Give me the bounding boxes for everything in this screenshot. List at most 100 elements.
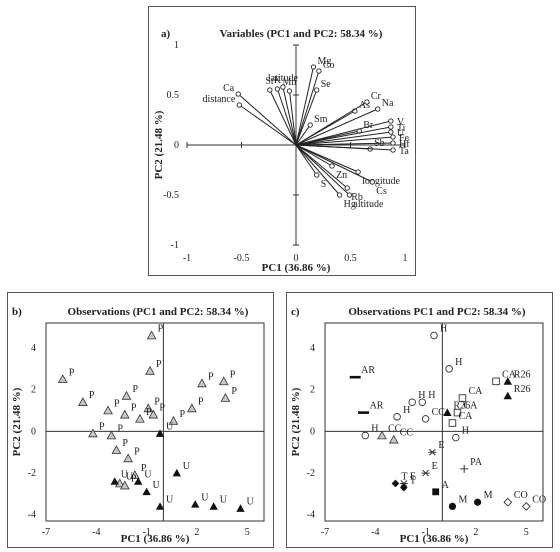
marker-diamond-open [521, 501, 531, 511]
marker-triangle-open [111, 445, 122, 454]
marker-triangle-filled [172, 468, 181, 477]
marker-triangle-open [146, 330, 157, 340]
marker-triangle-open [218, 376, 229, 386]
vector-label: Ti [397, 123, 406, 134]
point-label: R26 [453, 401, 470, 412]
point-label: CO [514, 490, 528, 501]
point-label: U [144, 469, 152, 480]
point-label: P [208, 371, 214, 382]
point-label: T [401, 471, 407, 482]
vector-label: Zn [336, 170, 347, 181]
point-label: U [247, 496, 255, 507]
marker-triangle-open [119, 480, 130, 490]
marker-triangle-filled [155, 429, 165, 437]
point-label: P [141, 463, 147, 474]
chart-title: Observations (PC1 and PC2: 58.34 %) [68, 306, 249, 318]
panel-label: a) [161, 28, 171, 40]
vector-Cs [295, 144, 373, 183]
marker-diamond-filled [400, 483, 408, 492]
y-tick-label: 4 [310, 343, 315, 354]
vector-label: Ca [223, 83, 235, 94]
marker-circle-open [421, 415, 430, 423]
vector-Hg [295, 144, 340, 196]
marker-circle-open [452, 433, 460, 442]
chart-title: Variables (PC1 and PC2: 58.34 %) [220, 28, 383, 40]
marker-circle-filled [474, 498, 482, 506]
vector-label: Sr [265, 76, 275, 87]
point-label: R26 [514, 384, 531, 395]
point-label: P [179, 409, 185, 420]
y-tick-label: -4 [307, 510, 315, 521]
vector-label: longitude [362, 176, 400, 187]
vector-label: Cs [376, 186, 387, 197]
point-label: H [403, 405, 410, 416]
y-tick-label: 4 [31, 343, 36, 354]
point-label: P [158, 324, 164, 335]
x-tick-label: 5 [524, 527, 529, 538]
vector-Cr [295, 101, 368, 146]
vector-tip [280, 84, 286, 90]
vector-label: Mn [283, 77, 297, 88]
x-tick-label: 0 [294, 253, 299, 264]
vector-label: distance [203, 94, 236, 105]
vector-tip [314, 172, 320, 178]
vector-label: As [359, 100, 370, 111]
marker-triangle-open [377, 430, 387, 440]
point-label: P [99, 421, 105, 432]
marker-triangle-filled [110, 477, 119, 485]
vector-tip [346, 192, 353, 198]
marker-triangle-open [78, 397, 88, 406]
marker-circle-open [408, 398, 416, 406]
vector-Hf [295, 142, 394, 146]
marker-triangle-filled [236, 504, 245, 512]
vector-distance [239, 104, 297, 146]
marker-asterisk [421, 469, 430, 477]
panel-c: c) Observations PC1 and PC2: 58.34 %) PC1 … [286, 292, 553, 548]
point-label: P [198, 396, 204, 407]
marker-circle-open [393, 413, 401, 421]
x-tick-label: 5 [245, 527, 250, 538]
observations-plot-c: c) Observations PC1 and PC2: 58.34 %) PC1 … [290, 306, 546, 545]
point-label: E [410, 471, 416, 482]
point-label: H [462, 426, 469, 437]
point-label: CO [532, 494, 546, 505]
vector-label: Cr [371, 91, 382, 102]
marker-square-filled [432, 488, 440, 496]
vector-tip [344, 185, 350, 191]
vector-label: V [397, 117, 405, 128]
point-label: U [121, 469, 129, 480]
y-tick-label: 1 [174, 40, 179, 51]
plot-frame [45, 322, 265, 522]
marker-plus [460, 464, 469, 473]
vector-latitude [282, 86, 297, 146]
vector-tip [316, 68, 322, 74]
point-label: P [122, 438, 128, 449]
vector-K [276, 88, 297, 146]
panel-b: b) Observations (PC1 and PC2: 58.34 %) PC1… [7, 292, 274, 548]
plot-frame [324, 322, 544, 522]
marker-asterisk [428, 448, 437, 456]
point-label: U [220, 494, 228, 505]
vector-label: Sb [374, 138, 385, 149]
marker-dash [349, 375, 361, 379]
vector-tip [388, 129, 394, 135]
vector-label: Ta [399, 146, 409, 157]
marker-triangle-open [119, 409, 130, 419]
marker-triangle-open [57, 374, 68, 384]
y-tick-label: 0 [310, 426, 315, 437]
y-tick-label: 0 [31, 426, 36, 437]
marker-square-open [448, 419, 457, 427]
point-label: CA [463, 401, 478, 412]
point-label: P [154, 396, 160, 407]
x-tick-label: -1 [183, 253, 191, 264]
point-label: CC [388, 424, 402, 435]
marker-triangle-filled [155, 502, 165, 510]
point-label: P [230, 369, 236, 380]
vector-label: Se [321, 79, 332, 90]
marker-triangle-open [88, 428, 98, 438]
vector-Ti [295, 126, 391, 146]
panel-a: a) Variables (PC1 and PC2: 58.34 %) PC1 (3… [148, 6, 416, 276]
variables-biplot: a) Variables (PC1 and PC2: 58.34 %) PC1 (3… [153, 28, 410, 274]
marker-dash [358, 411, 370, 414]
point-label: U [201, 492, 209, 503]
